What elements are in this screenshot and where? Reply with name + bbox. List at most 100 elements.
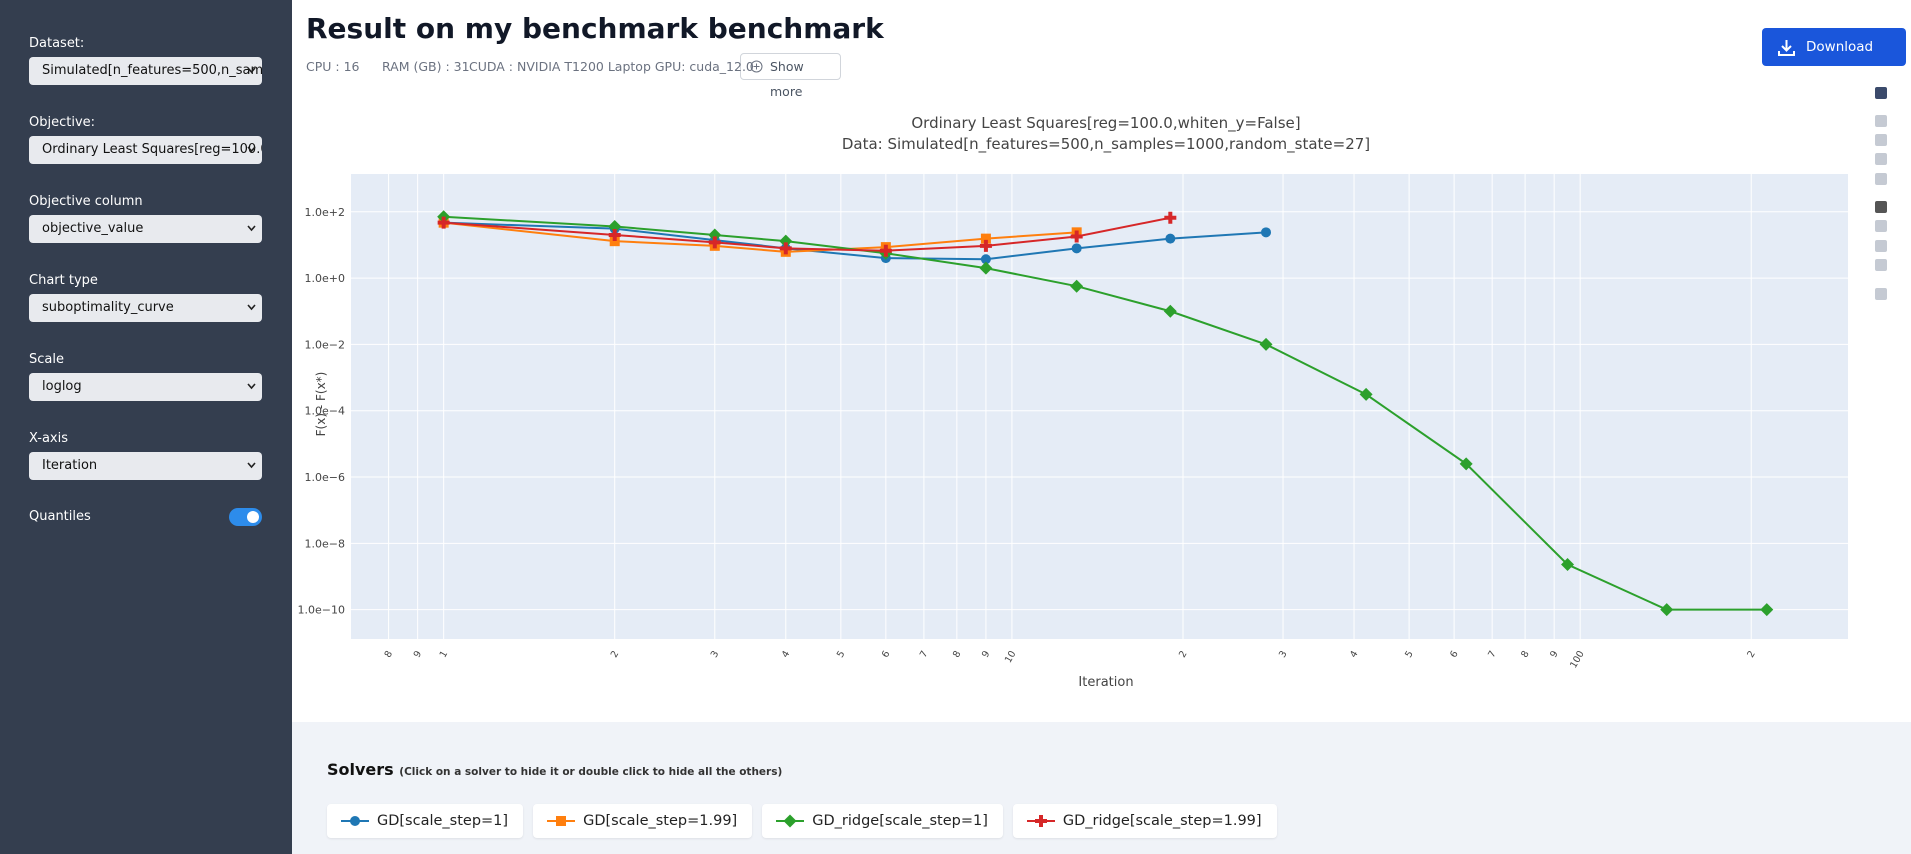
select[interactable]: Simulated[n_features=500,n_sample (29, 57, 262, 85)
y-tick-label: 1.0e−4 (305, 405, 345, 418)
solvers-hint: (Click on a solver to hide it or double … (399, 766, 783, 778)
x-tick-label: 3 (1277, 649, 1290, 660)
plot-background (351, 174, 1848, 639)
x-tick-label: 8 (1519, 649, 1532, 660)
series-line (443, 215, 1767, 611)
legend-item[interactable]: GD_ridge[scale_step=1] (762, 804, 1003, 838)
legend-marker (556, 816, 567, 826)
select[interactable]: Ordinary Least Squares[reg=100.0,w (29, 136, 262, 164)
point (1561, 557, 1575, 571)
point (708, 228, 722, 242)
modebar-button[interactable] (1875, 220, 1887, 232)
legend-icon (1026, 815, 1055, 827)
x-tick-label: 2 (1745, 649, 1758, 660)
x-tick-label: 100 (1568, 649, 1587, 670)
modebar-button[interactable] (1875, 153, 1887, 165)
system-info: RAM (GB) : 31 (382, 59, 470, 74)
legend-icon (547, 816, 576, 826)
point (779, 242, 792, 255)
modebar-button[interactable] (1875, 240, 1887, 252)
legend-symbol (1034, 815, 1047, 827)
legend-marker (783, 814, 797, 828)
x-tick-label: 5 (835, 649, 848, 660)
x-tick-label: 5 (1403, 649, 1416, 660)
select-value: Iteration (42, 458, 98, 473)
modebar-button[interactable] (1875, 134, 1887, 146)
x-tick-label: 6 (880, 649, 893, 660)
x-tick-label: 6 (1448, 649, 1461, 660)
chart-title: Ordinary Least Squares[reg=100.0,whiten_… (911, 114, 1300, 133)
point (1071, 243, 1082, 254)
y-tick-label: 1.0e−10 (298, 604, 345, 617)
field-label: Scale (29, 352, 64, 367)
field-label: Objective: (29, 115, 96, 130)
legend-symbol (556, 816, 567, 826)
modebar-button[interactable] (1875, 201, 1887, 213)
select[interactable]: loglog (29, 373, 262, 401)
plus-icon (750, 60, 763, 73)
series (437, 210, 1774, 617)
x-tick-label: 8 (383, 649, 396, 660)
x-tick-label: 9 (980, 649, 993, 660)
y-axis-title: F(x) - F(x*) (314, 372, 328, 437)
download-label: Download data (1806, 39, 1874, 93)
legend-item[interactable]: GD[scale_step=1] (327, 804, 524, 838)
chart-subtitle: Data: Simulated[n_features=500,n_samples… (842, 135, 1370, 154)
point (1359, 387, 1373, 401)
page-title: Result on my benchmark benchmark (306, 12, 884, 45)
point (980, 233, 991, 244)
legend-label: GD_ridge[scale_step=1] (812, 813, 988, 829)
chevron-path (247, 304, 256, 311)
point (1760, 603, 1774, 617)
legend-item[interactable]: GD_ridge[scale_step=1.99] (1012, 804, 1277, 838)
modebar-button[interactable] (1875, 115, 1887, 127)
series (437, 211, 1177, 257)
modebar-button[interactable] (1875, 87, 1887, 99)
select-value: Ordinary Least Squares[reg=100.0,w (42, 142, 262, 157)
y-tick-label: 1.0e+2 (305, 206, 345, 219)
field-label: Dataset: (29, 36, 85, 51)
select[interactable]: objective_value (29, 215, 262, 243)
point (1259, 337, 1273, 351)
point (1070, 230, 1083, 243)
select-value: suboptimality_curve (42, 300, 174, 315)
point (609, 236, 620, 247)
show-more-button[interactable]: Show more (740, 53, 841, 99)
modebar-button[interactable] (1875, 288, 1887, 300)
sidebar: Dataset: Simulated[n_features=500,n_sampl… (0, 0, 292, 854)
point (1459, 457, 1473, 471)
x-tick-label: 1 (438, 649, 451, 660)
y-tick-label: 1.0e−2 (305, 338, 345, 351)
quantiles-label: Quantiles (29, 509, 91, 524)
point (708, 236, 721, 249)
legend-label: GD[scale_step=1.99] (583, 813, 738, 829)
quantiles-toggle[interactable] (229, 508, 262, 526)
modebar-button[interactable] (1875, 173, 1887, 185)
point (1163, 304, 1177, 318)
legend-label: GD_ridge[scale_step=1.99] (1062, 813, 1262, 829)
field-label: X-axis (29, 431, 68, 446)
modebar-button[interactable] (1875, 259, 1887, 271)
legend-item[interactable]: GD[scale_step=1.99] (533, 804, 753, 838)
x-tick-label: 2 (1177, 649, 1190, 660)
point (779, 234, 793, 248)
point (1164, 211, 1177, 224)
field-label: Chart type (29, 273, 98, 288)
system-info: CUDA : NVIDIA T1200 Laptop GPU: cuda_12.… (469, 59, 754, 74)
chevron-path (247, 67, 256, 74)
chevron (247, 146, 256, 153)
point (1070, 279, 1084, 293)
series-line (443, 216, 1171, 252)
point (879, 244, 892, 257)
chart: Ordinary Least Squares[reg=100.0,whiten_… (298, 114, 1848, 690)
select-value: Simulated[n_features=500,n_sample (42, 63, 262, 78)
x-tick-label: 8 (951, 649, 964, 660)
y-tick-label: 1.0e−8 (305, 537, 345, 550)
download-button[interactable]: Download data (1762, 28, 1906, 93)
chevron-path (247, 383, 256, 390)
chevron-path (247, 462, 256, 469)
legend: GD[scale_step=1] GD[scale_step=1.99] GD_ri… (327, 804, 1277, 838)
select[interactable]: suboptimality_curve (29, 294, 262, 322)
point (608, 220, 622, 234)
select[interactable]: Iteration (29, 452, 262, 480)
